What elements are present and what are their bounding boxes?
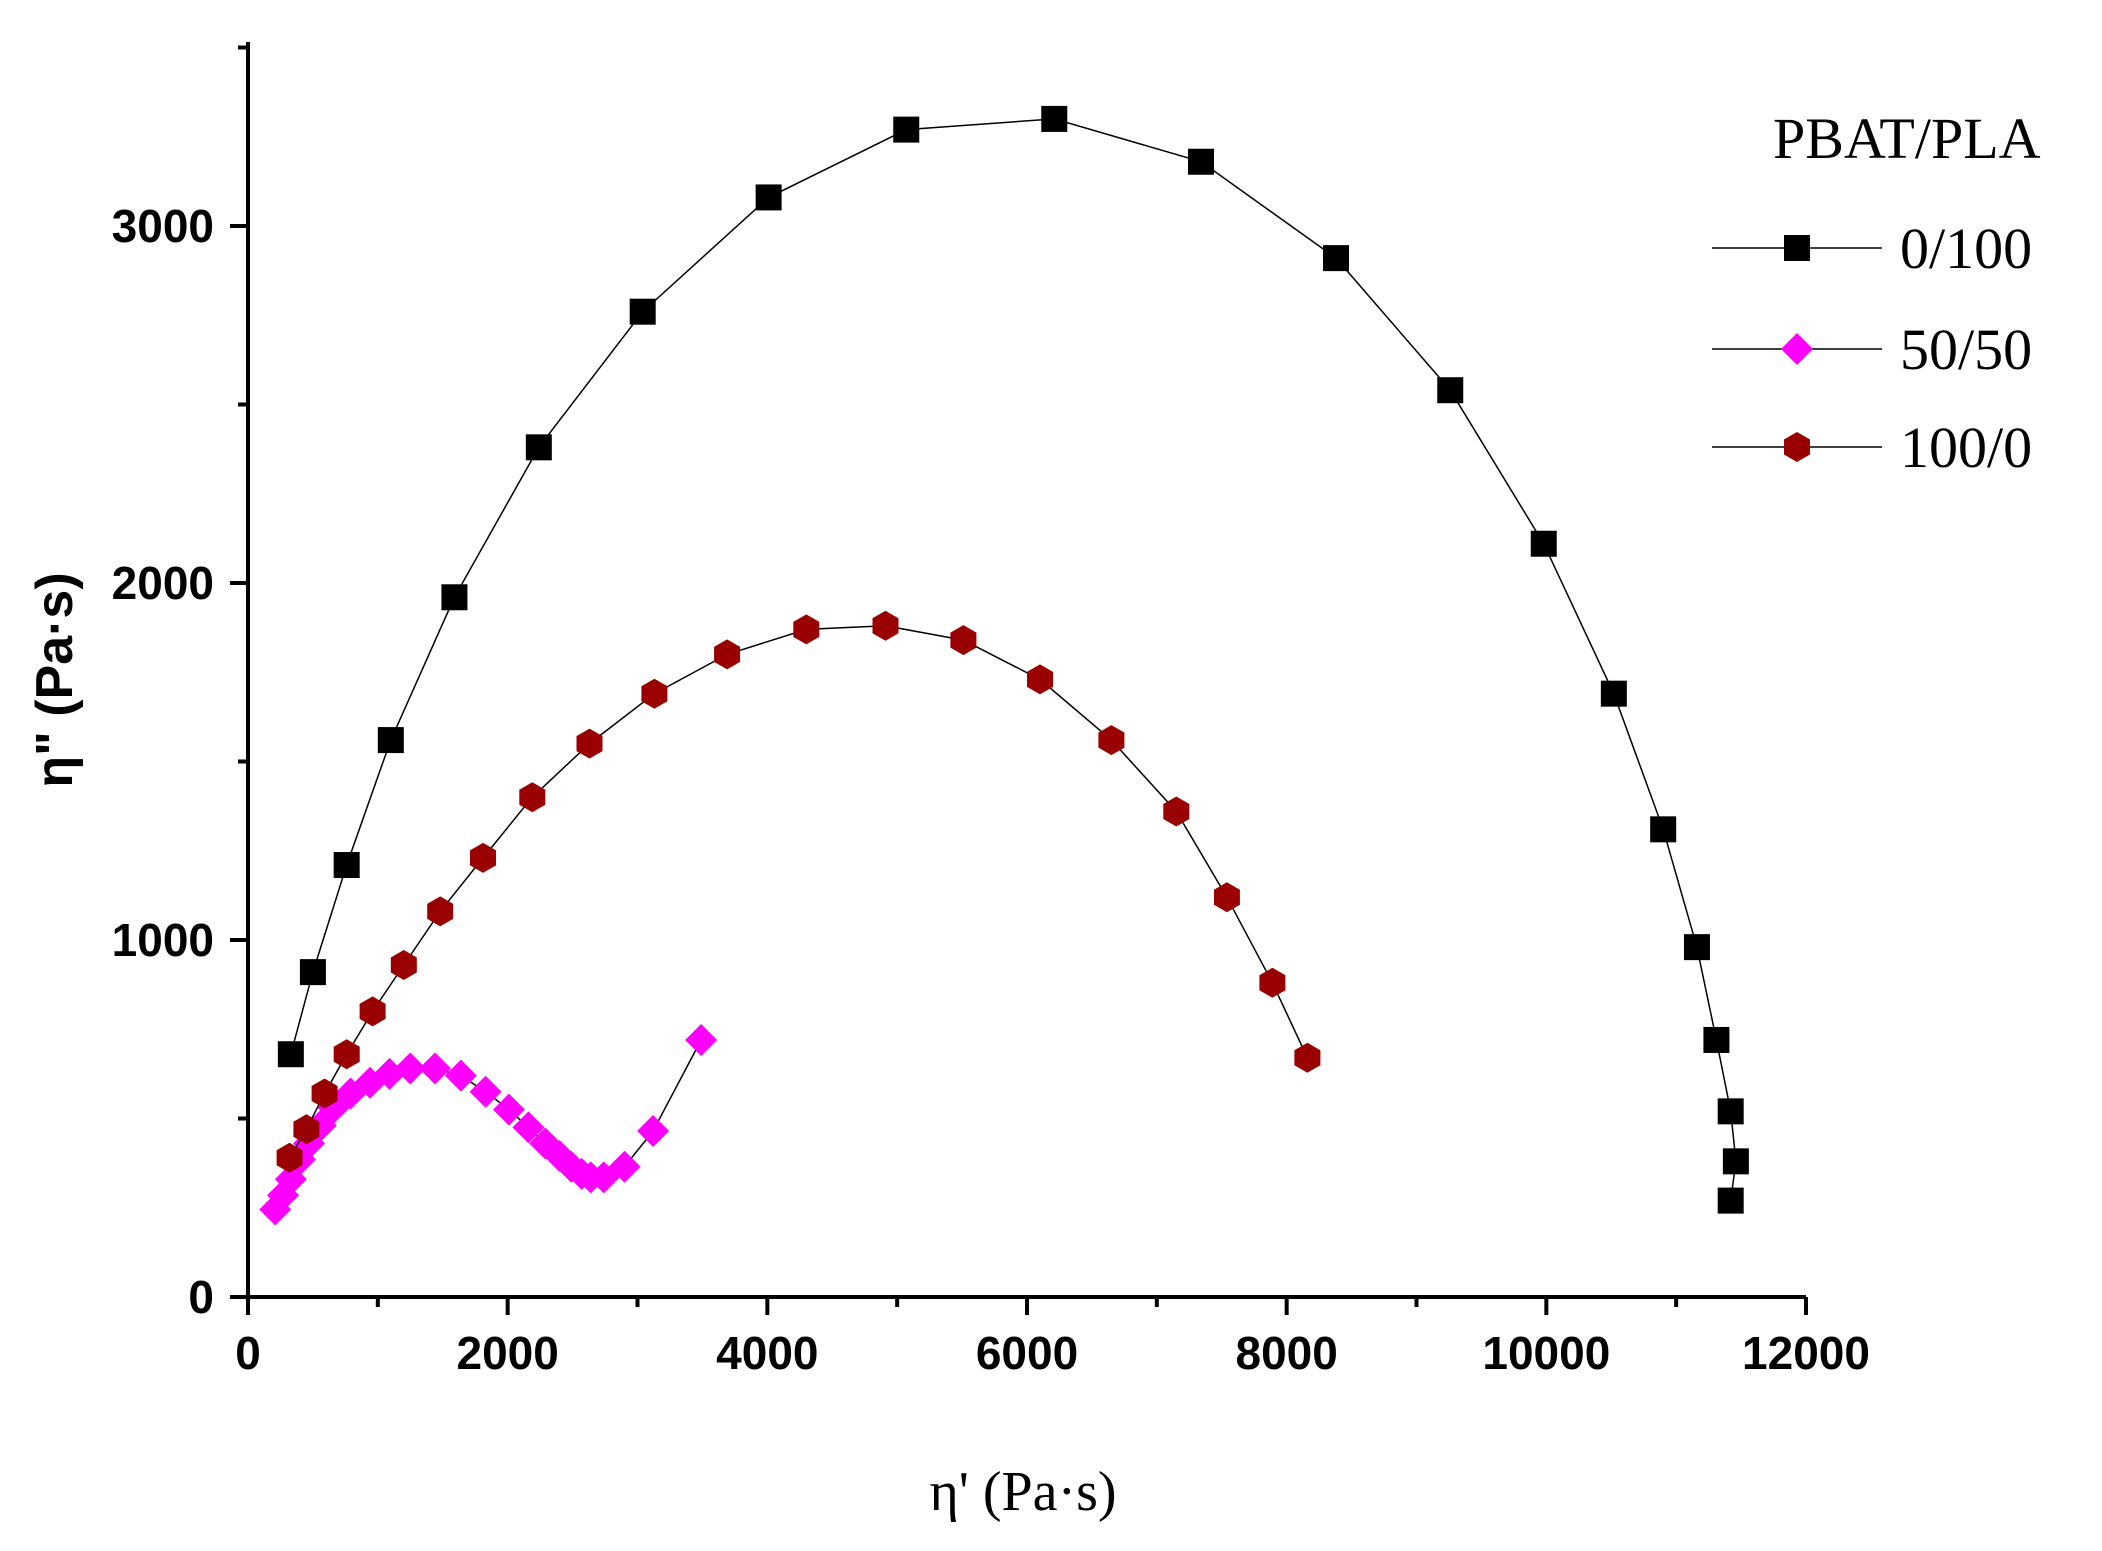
data-point [950, 625, 977, 656]
data-point [1703, 1026, 1730, 1053]
legend-label: 100/0 [1900, 415, 2032, 480]
data-point [1437, 377, 1464, 404]
x-tick-label: 4000 [716, 1327, 818, 1379]
data-point [394, 1052, 427, 1085]
data-point [608, 1150, 641, 1183]
x-tick-label: 10000 [1482, 1327, 1610, 1379]
y-axis-title: η" (Pa·s) [26, 572, 84, 787]
data-point [470, 842, 496, 873]
y-tick-label: 1000 [112, 914, 214, 966]
data-point [293, 1114, 320, 1145]
data-point [1600, 680, 1627, 707]
x-tick-label: 0 [235, 1327, 261, 1379]
data-point [1717, 1187, 1744, 1214]
x-tick-label: 12000 [1742, 1327, 1870, 1379]
y-tick-label: 3000 [112, 200, 214, 252]
x-axis-title: η' (Pa·s) [929, 1461, 1116, 1523]
data-point [755, 184, 782, 211]
data-point [1294, 1042, 1321, 1073]
data-point [637, 1114, 670, 1147]
series-100-0 [276, 610, 1321, 1173]
data-point [1214, 882, 1240, 913]
data-point [311, 1078, 338, 1109]
data-point [576, 728, 603, 759]
y-tick-label: 0 [188, 1271, 214, 1323]
series-0-100 [277, 105, 1749, 1214]
data-point [418, 1052, 451, 1085]
series-line [290, 118, 1737, 1201]
series-50-50 [259, 1023, 718, 1226]
data-point [714, 639, 741, 670]
data-point [333, 852, 360, 879]
series-line [288, 625, 1309, 1159]
legend-label: 50/50 [1900, 317, 2032, 382]
data-point [525, 434, 552, 461]
data-point [444, 1059, 477, 1092]
data-point [469, 1075, 502, 1108]
legend-marker [1781, 333, 1813, 365]
data-point [629, 298, 656, 325]
legend-title: PBAT/PLA [1773, 106, 2041, 171]
x-tick-label: 8000 [1235, 1327, 1337, 1379]
legend: PBAT/PLA 0/100 50/50 100/0 [1712, 106, 2041, 480]
data-point [492, 1093, 525, 1126]
data-point [1098, 725, 1125, 756]
series-layer [259, 105, 1749, 1226]
data-point [641, 678, 668, 709]
x-tick-label: 2000 [456, 1327, 558, 1379]
axes: 0 2000 4000 6000 8000 10000 12000 0 1000 2000 3000 [112, 42, 1870, 1379]
data-point [519, 782, 546, 813]
data-point [1041, 105, 1068, 132]
data-point [685, 1023, 718, 1056]
data-point [377, 727, 404, 754]
legend-item: 50/50 [1712, 317, 2032, 382]
data-point [512, 1111, 545, 1144]
data-point [1187, 148, 1214, 175]
data-point [1259, 967, 1286, 998]
data-point [1650, 816, 1677, 843]
data-point [441, 584, 468, 611]
legend-marker [1784, 432, 1810, 462]
legend-label: 0/100 [1900, 216, 2032, 281]
data-point [1530, 530, 1557, 557]
x-tick-label: 6000 [976, 1327, 1078, 1379]
data-point [1717, 1098, 1744, 1125]
data-point [1683, 934, 1710, 961]
legend-item: 0/100 [1712, 216, 2032, 281]
data-point [299, 959, 326, 986]
data-point [1722, 1148, 1749, 1175]
data-point [427, 896, 454, 927]
legend-marker [1784, 235, 1810, 261]
data-point [1163, 796, 1190, 827]
legend-item: 100/0 [1712, 415, 2032, 480]
data-point [276, 1142, 303, 1173]
series-line [274, 1039, 702, 1210]
data-point [390, 950, 417, 980]
data-point [1323, 245, 1350, 272]
data-point [793, 614, 820, 645]
y-tick-label: 2000 [112, 557, 214, 609]
data-point [872, 610, 899, 641]
data-point [359, 996, 386, 1027]
data-point [1027, 664, 1053, 695]
data-point [277, 1041, 304, 1068]
data-point [893, 116, 920, 143]
data-point [333, 1039, 360, 1070]
